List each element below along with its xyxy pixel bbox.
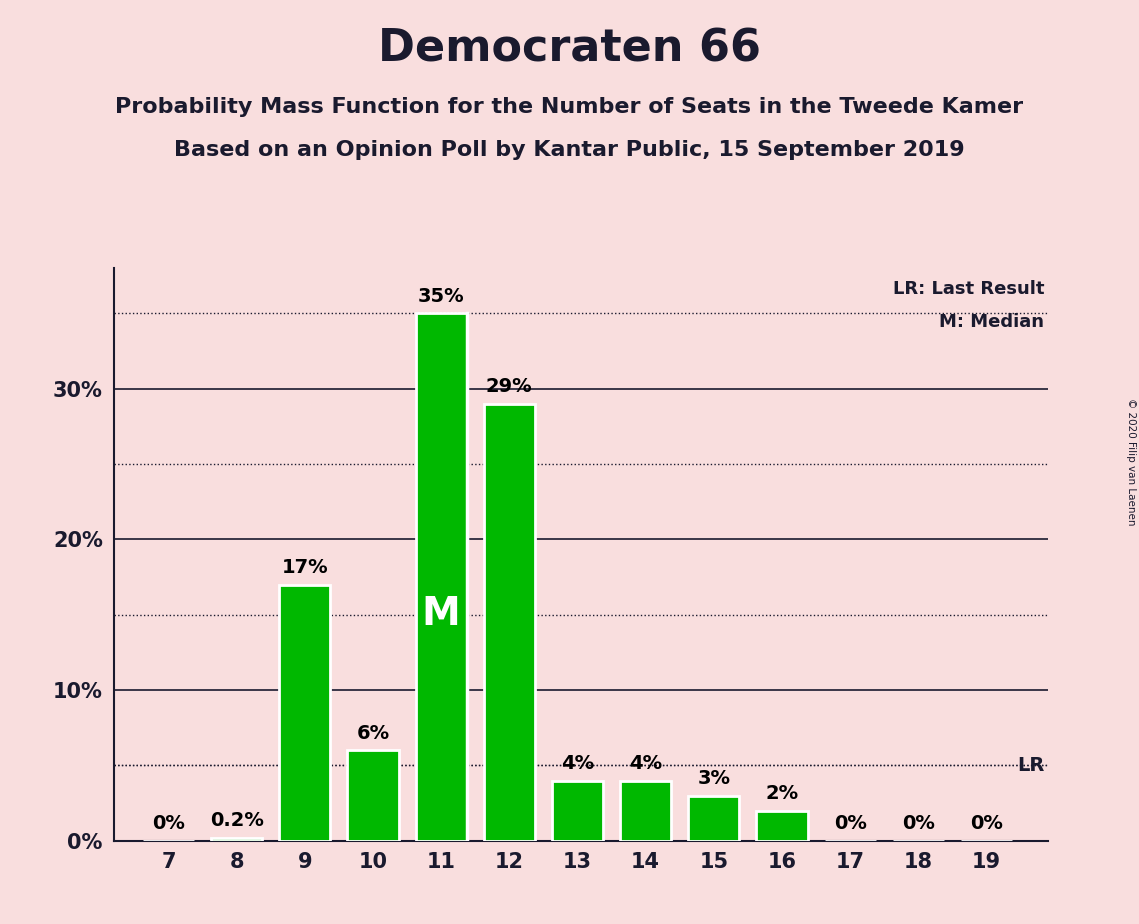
Bar bbox=[620, 781, 671, 841]
Text: 29%: 29% bbox=[486, 377, 533, 396]
Bar bbox=[211, 838, 262, 841]
Text: 17%: 17% bbox=[281, 558, 328, 577]
Bar bbox=[279, 585, 330, 841]
Text: 2%: 2% bbox=[765, 784, 798, 803]
Text: 0%: 0% bbox=[151, 814, 185, 833]
Text: 6%: 6% bbox=[357, 723, 390, 743]
Text: Democraten 66: Democraten 66 bbox=[378, 28, 761, 71]
Text: © 2020 Filip van Laenen: © 2020 Filip van Laenen bbox=[1126, 398, 1136, 526]
Bar bbox=[416, 313, 467, 841]
Text: LR: Last Result: LR: Last Result bbox=[893, 280, 1044, 298]
Bar bbox=[552, 781, 603, 841]
Text: LR: LR bbox=[1017, 756, 1044, 775]
Text: M: Median: M: Median bbox=[940, 313, 1044, 331]
Text: 0%: 0% bbox=[970, 814, 1003, 833]
Bar bbox=[347, 750, 399, 841]
Text: 0.2%: 0.2% bbox=[210, 811, 263, 831]
Text: M: M bbox=[421, 595, 460, 633]
Text: 3%: 3% bbox=[697, 769, 730, 788]
Text: 4%: 4% bbox=[560, 754, 595, 773]
Bar bbox=[688, 796, 739, 841]
Text: 4%: 4% bbox=[629, 754, 662, 773]
Bar bbox=[484, 404, 535, 841]
Text: Probability Mass Function for the Number of Seats in the Tweede Kamer: Probability Mass Function for the Number… bbox=[115, 97, 1024, 117]
Text: 0%: 0% bbox=[902, 814, 935, 833]
Bar bbox=[756, 810, 808, 841]
Text: Based on an Opinion Poll by Kantar Public, 15 September 2019: Based on an Opinion Poll by Kantar Publi… bbox=[174, 140, 965, 161]
Text: 35%: 35% bbox=[418, 286, 465, 306]
Text: 0%: 0% bbox=[834, 814, 867, 833]
